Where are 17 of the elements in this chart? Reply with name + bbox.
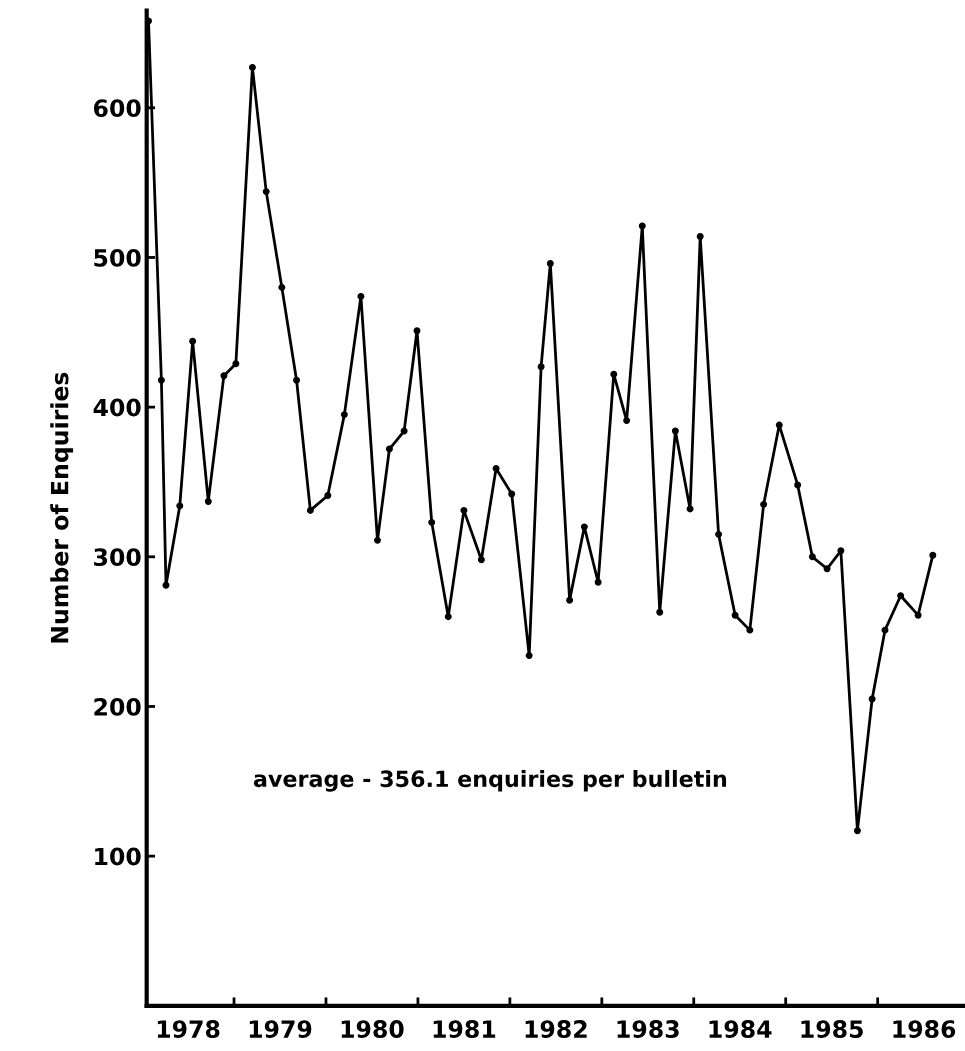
y-tick-label: 500 bbox=[94, 248, 141, 267]
x-tick-label: 1982 bbox=[525, 1020, 587, 1038]
x-tick-label: 1985 bbox=[801, 1020, 863, 1038]
y-tick-label: 200 bbox=[94, 697, 141, 716]
y-tick-label: 100 bbox=[95, 847, 141, 866]
x-tick-label: 1979 bbox=[249, 1020, 312, 1038]
x-tick-label: 1986 bbox=[893, 1020, 956, 1038]
x-tick-label: 1981 bbox=[433, 1020, 496, 1038]
y-tick-label: 600 bbox=[94, 99, 141, 118]
y-tick-label: 400 bbox=[93, 398, 141, 417]
x-tick-label: 1978 bbox=[157, 1020, 220, 1038]
annotation: average - 356.1 enquiries per bulletin bbox=[253, 769, 727, 792]
x-tick-label: 1980 bbox=[341, 1020, 404, 1038]
y-tick-label: 300 bbox=[94, 548, 141, 567]
x-tick-label: 1983 bbox=[617, 1020, 679, 1038]
x-tick-label: 1984 bbox=[709, 1020, 772, 1038]
y-axis-title: Number of Enquiries bbox=[50, 372, 74, 643]
